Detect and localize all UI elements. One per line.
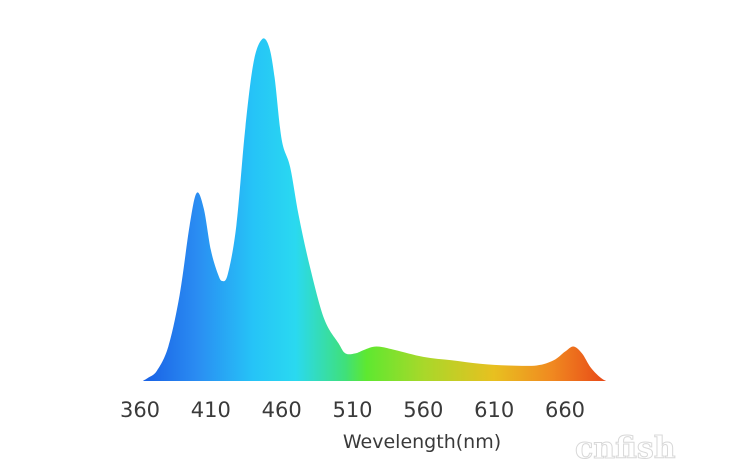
x-tick-label: 510 [332, 398, 372, 422]
x-tick-label: 360 [120, 398, 160, 422]
x-tick-label: 410 [191, 398, 231, 422]
watermark-logo: cnfish [575, 431, 676, 466]
x-tick-label: 660 [545, 398, 585, 422]
x-tick-label: 460 [262, 398, 302, 422]
x-tick-label: 610 [474, 398, 514, 422]
x-axis-label: Wevelength(nm) [343, 431, 501, 453]
spectrum-area [142, 38, 607, 381]
x-tick-label: 560 [403, 398, 443, 422]
